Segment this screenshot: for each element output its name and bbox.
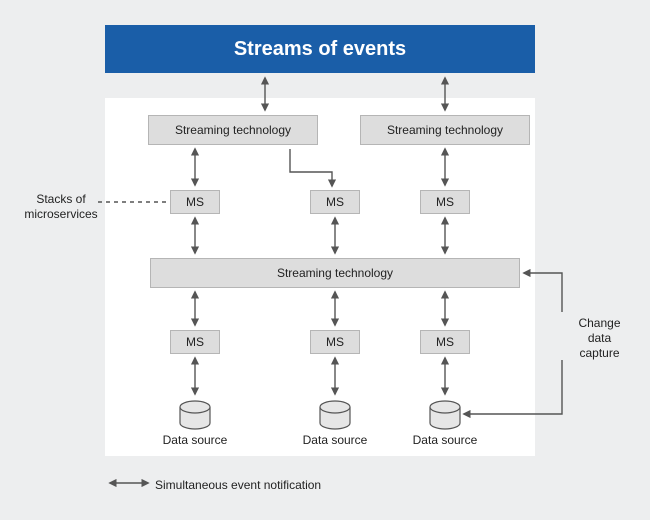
box-label: Streaming technology <box>387 123 503 137</box>
box-stream-tech-mid: Streaming technology <box>150 258 520 288</box>
data-source-label-right: Data source <box>410 433 480 448</box>
stacks-line2: microservices <box>24 207 97 221</box>
box-label: Streaming technology <box>175 123 291 137</box>
box-ms-bot-right: MS <box>420 330 470 354</box>
box-label: MS <box>436 195 454 209</box>
stacks-label: Stacks of microservices <box>20 192 102 222</box>
box-label: MS <box>186 195 204 209</box>
box-ms-top-right: MS <box>420 190 470 214</box>
box-label: MS <box>436 335 454 349</box>
box-label: MS <box>326 335 344 349</box>
cdc-line3: capture <box>579 346 619 360</box>
box-ms-bot-left: MS <box>170 330 220 354</box>
box-ms-top-mid: MS <box>310 190 360 214</box>
box-stream-tech-right: Streaming technology <box>360 115 530 145</box>
legend-text: Simultaneous event notification <box>155 478 375 493</box>
box-label: MS <box>326 195 344 209</box>
box-ms-top-left: MS <box>170 190 220 214</box>
cdc-line2: data <box>588 331 611 345</box>
box-label: MS <box>186 335 204 349</box>
cdc-label: Change data capture <box>572 316 627 361</box>
box-label: Streaming technology <box>277 266 393 280</box>
cdc-line1: Change <box>578 316 620 330</box>
box-ms-bot-mid: MS <box>310 330 360 354</box>
data-source-label-left: Data source <box>160 433 230 448</box>
box-stream-tech-left: Streaming technology <box>148 115 318 145</box>
banner-text: Streams of events <box>234 38 406 61</box>
streams-banner: Streams of events <box>105 25 535 73</box>
data-source-label-mid: Data source <box>300 433 370 448</box>
stacks-line1: Stacks of <box>36 192 85 206</box>
